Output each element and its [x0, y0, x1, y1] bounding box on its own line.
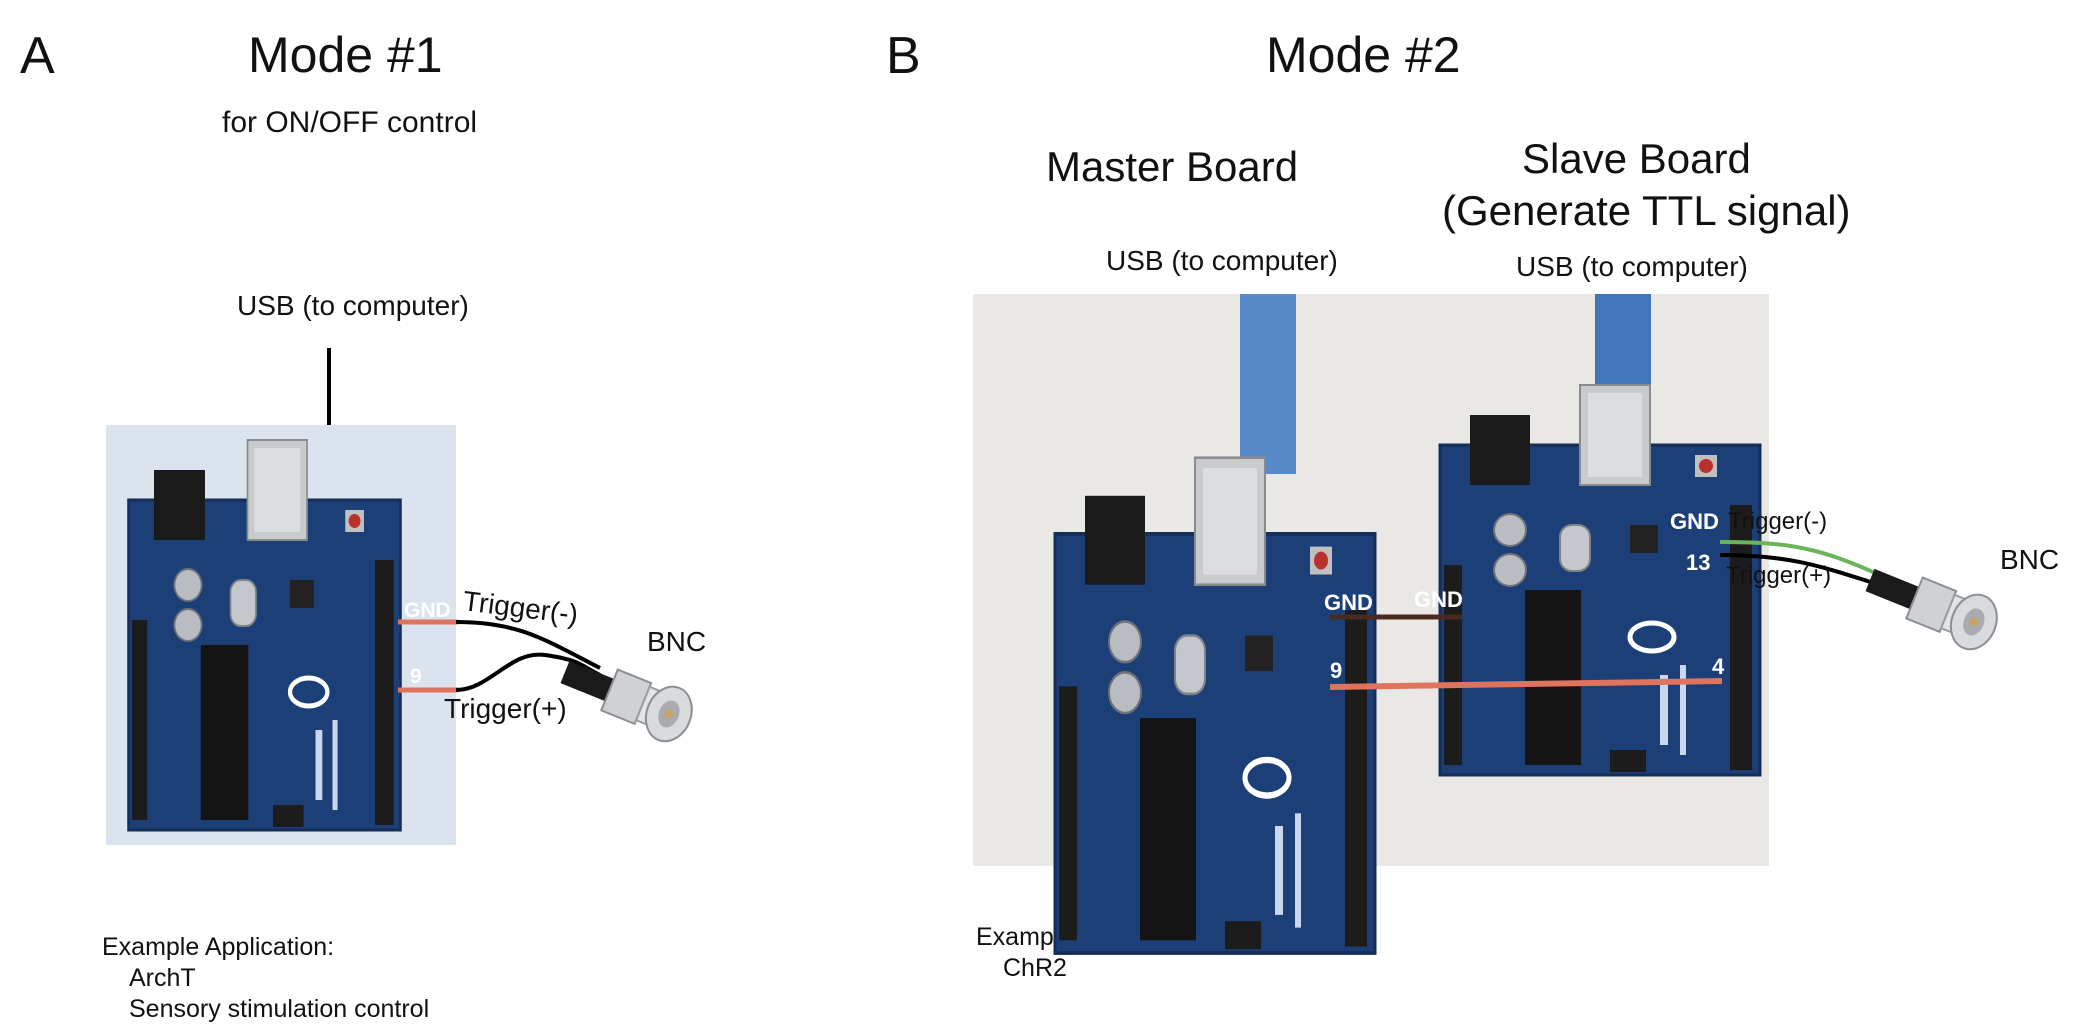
slave-pin13-label: 13	[1686, 550, 1710, 575]
panel-b-title: Mode #2	[1266, 27, 1461, 83]
panel-a-title: Mode #1	[248, 27, 443, 83]
slave-board-title-line2: (Generate TTL signal)	[1442, 187, 1851, 234]
bnc-label-b: BNC	[2000, 544, 2059, 575]
panel-a-subtitle: for ON/OFF control	[222, 106, 478, 139]
arduino-uno-slave-board	[1440, 385, 1760, 775]
panel-a-example-item: ArchT	[129, 964, 196, 992]
bnc-connector-b	[1858, 553, 2006, 658]
panel-b-example-item: ChR2	[1003, 954, 1067, 982]
bnc-label-a: BNC	[647, 626, 706, 657]
slave-pin4-label: 4	[1712, 654, 1725, 679]
trigger-minus-wire-a	[455, 620, 601, 670]
pin9-to-pin4-wire	[1329, 678, 1723, 690]
slave-usb-label: USB (to computer)	[1516, 251, 1748, 282]
trigger-minus-wire-b	[1719, 540, 1881, 577]
trigger-minus-label-b: Trigger(-)	[1728, 508, 1827, 535]
panel-a-example-item: Sensory stimulation control	[129, 995, 430, 1023]
panel-a-usb-label: USB (to computer)	[237, 290, 469, 321]
trigger-plus-label-a: Trigger(+)	[444, 693, 567, 724]
trigger-plus-wire-b	[1719, 553, 1881, 587]
trigger-plus-wire-a	[455, 652, 601, 692]
arduino-uno-master-board	[1055, 458, 1375, 953]
panel-b-letter: B	[886, 27, 921, 85]
arduino-uno-board-a	[129, 440, 401, 830]
slave-gnd-right-label: GND	[1670, 509, 1719, 534]
master-gnd-label: GND	[1324, 590, 1373, 615]
trigger-plus-label-b: Trigger(+)	[1726, 562, 1831, 589]
pin9-label-a: 9	[410, 665, 422, 688]
panel-a-example-heading: Example Application:	[102, 933, 335, 961]
master-usb-label: USB (to computer)	[1106, 245, 1338, 276]
master-pin9-label: 9	[1330, 658, 1342, 683]
gnd-pin-label-a: GND	[404, 599, 451, 622]
panel-a-example-application: Example Application: ArchT Sensory stimu…	[102, 932, 429, 1025]
master-board-title: Master Board	[1046, 143, 1299, 190]
panel-b-diagram: GND 9 GND 4 GND 13 Trigger(-) Trigger(+)…	[973, 294, 2059, 953]
panel-a-diagram: GND 9 Trigger(-) Trigger(+) BNC	[106, 348, 706, 845]
slave-board-title-line1: Slave Board	[1522, 135, 1751, 182]
panel-a-letter: A	[20, 27, 55, 85]
master-usb-cable	[1240, 294, 1296, 474]
slave-gnd-left-label: GND	[1414, 587, 1463, 612]
